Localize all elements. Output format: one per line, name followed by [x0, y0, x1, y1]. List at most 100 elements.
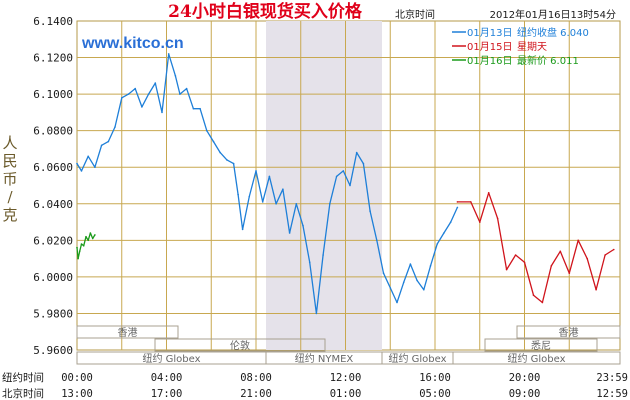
data-point — [514, 254, 517, 256]
data-point — [416, 279, 418, 282]
data-point — [443, 232, 445, 234]
market-sydney-label: 悉尼 — [531, 340, 551, 352]
data-point — [167, 53, 170, 55]
data-point — [268, 175, 271, 178]
y-axis-label: 人民币/克 — [2, 134, 17, 224]
data-point — [523, 261, 526, 264]
data-point — [241, 228, 244, 231]
data-point — [369, 210, 371, 212]
y-tick-label: 6.0400 — [33, 198, 73, 211]
x-tick-ny: 23:59 — [596, 372, 628, 384]
ny-time-label: 纽约时间 — [2, 371, 44, 384]
data-point — [76, 246, 78, 249]
y-tick-label: 6.0800 — [33, 125, 73, 138]
x-tick-bj: 17:00 — [151, 388, 183, 400]
data-point — [479, 221, 481, 223]
x-tick-ny: 20:00 — [509, 372, 541, 384]
data-point — [470, 201, 472, 203]
data-point — [342, 170, 345, 172]
y-tick-label: 6.0600 — [33, 161, 73, 174]
data-point — [302, 224, 304, 227]
x-tick-bj: 05:00 — [419, 388, 451, 400]
data-point — [282, 188, 284, 190]
data-point — [288, 232, 291, 234]
x-tick-ny: 08:00 — [240, 372, 272, 384]
x-tick-bj: 13:00 — [61, 388, 93, 400]
market-ny-globex-3-label: 纽约 Globex — [507, 352, 565, 365]
data-point — [604, 254, 606, 256]
data-point — [436, 243, 439, 245]
data-point — [429, 265, 432, 267]
y-tick-label: 6.1400 — [33, 15, 73, 28]
data-point — [329, 203, 331, 205]
data-point — [423, 288, 425, 291]
data-point — [550, 265, 553, 267]
price-series — [76, 53, 615, 315]
legend-date: 01月13日 — [467, 27, 512, 39]
data-point — [161, 111, 163, 114]
data-point — [174, 75, 177, 77]
market-sydney-box — [484, 338, 598, 352]
legend-text: 星期天 — [517, 41, 547, 53]
x-tick-ny: 12:00 — [330, 372, 362, 384]
y-label-char: 人 — [2, 134, 17, 152]
data-point — [185, 87, 188, 90]
data-point — [127, 93, 130, 95]
data-point — [199, 107, 201, 110]
data-point — [89, 232, 92, 234]
legend-date: 01月16日 — [467, 55, 512, 67]
x-tick-bj: 21:00 — [240, 388, 272, 400]
market-london-label: 伦敦 — [230, 339, 250, 352]
bj-time-label: 北京时间 — [2, 387, 44, 400]
y-tick-label: 6.1200 — [33, 52, 73, 65]
data-point — [107, 140, 110, 143]
data-point — [449, 221, 452, 223]
timezone-label: 北京时间 — [395, 8, 435, 21]
data-point — [382, 272, 385, 275]
y-tick-label: 6.0000 — [33, 271, 73, 284]
data-point — [248, 195, 251, 198]
data-point — [613, 248, 615, 251]
x-tick-bj: 12:59 — [596, 388, 628, 400]
market-hongkong-2-box — [516, 325, 621, 339]
data-point — [577, 239, 579, 242]
data-point — [402, 281, 405, 284]
data-point — [568, 272, 571, 275]
data-point — [532, 294, 535, 297]
data-point — [595, 288, 597, 291]
data-point — [487, 192, 490, 194]
data-point — [409, 263, 412, 265]
market-ny-nymex-label: 纽约 NYMEX — [295, 352, 354, 365]
data-point — [335, 175, 338, 178]
data-point — [586, 257, 588, 260]
data-point — [78, 250, 81, 253]
y-label-char: 币 — [2, 170, 17, 188]
data-point — [496, 217, 499, 220]
legend: 01月13日 纽约收盘 6.040 01月15日 星期天 01月16日 最新价 6.011 — [452, 26, 589, 67]
data-point — [94, 234, 96, 236]
data-point — [179, 93, 181, 95]
series-jan16-line — [76, 232, 96, 260]
data-point — [219, 151, 221, 154]
nymex-session-band — [266, 21, 382, 350]
x-tick-ny: 00:00 — [61, 372, 93, 384]
data-point — [114, 126, 116, 128]
x-tick-bj: 01:00 — [330, 388, 362, 400]
series-jan15-line — [457, 192, 615, 304]
y-label-char: / — [7, 188, 13, 206]
data-point — [237, 193, 239, 196]
data-point — [154, 82, 157, 84]
data-point — [456, 201, 459, 203]
y-tick-label: 6.1000 — [33, 88, 73, 101]
data-point — [82, 245, 85, 247]
data-point — [100, 144, 103, 147]
data-point — [212, 140, 215, 143]
data-point — [322, 254, 324, 256]
data-point — [134, 87, 136, 90]
data-point — [559, 250, 562, 253]
data-point — [80, 170, 83, 172]
y-tick-label: 5.9800 — [33, 307, 73, 320]
data-point — [80, 243, 83, 245]
market-hongkong-box — [76, 325, 179, 339]
